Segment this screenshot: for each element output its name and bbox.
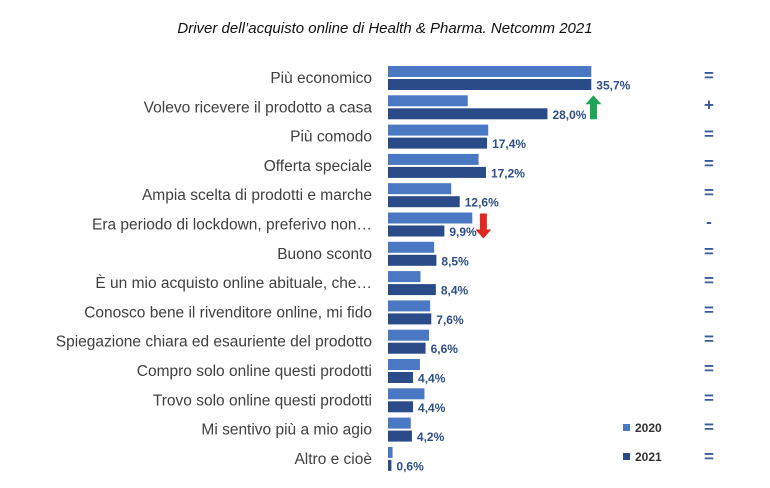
bar-2021 <box>388 225 445 237</box>
value-label-2021: 9,9% <box>449 225 477 239</box>
value-label-2021: 12,6% <box>465 196 499 210</box>
category-label: Spiegazione chiara ed esauriente del pro… <box>56 334 372 351</box>
value-label-2021: 35,7% <box>596 79 630 93</box>
chart-title: Driver dell’acquisto online di Health & … <box>177 20 593 37</box>
bar-2020 <box>388 212 473 224</box>
bar-2020 <box>388 446 393 458</box>
value-label-2021: 4,4% <box>418 401 446 415</box>
category-label: Altro e cioè <box>294 451 372 468</box>
trend-indicator: = <box>704 271 714 290</box>
value-label-2021: 7,6% <box>436 313 464 327</box>
category-label: Offerta speciale <box>264 158 372 175</box>
trend-indicator: = <box>704 125 714 144</box>
bar-2020 <box>388 124 489 136</box>
category-label: Compro solo online questi prodotti <box>137 363 372 380</box>
bar-2020 <box>388 241 435 253</box>
trend-indicator: = <box>704 242 714 261</box>
value-label-2021: 4,2% <box>417 430 445 444</box>
bar-2020 <box>388 183 452 195</box>
bar-2020 <box>388 300 431 312</box>
category-label: Era periodo di lockdown, preferivo non… <box>92 217 372 234</box>
bar-2020 <box>388 271 421 283</box>
category-label: Buono sconto <box>277 246 372 263</box>
trend-indicator: = <box>704 66 714 85</box>
bar-2021 <box>388 372 414 383</box>
bar-2021 <box>388 459 392 471</box>
bar-2021 <box>388 313 432 325</box>
bar-2021 <box>388 430 412 442</box>
category-label: Più economico <box>270 70 372 87</box>
bar-2021 <box>388 401 414 413</box>
legend-swatch-2020 <box>623 424 630 431</box>
trend-indicator: = <box>704 447 714 466</box>
value-label-2021: 17,4% <box>492 137 526 151</box>
trend-indicator: - <box>706 213 712 232</box>
value-label-2021: 4,4% <box>418 372 446 386</box>
value-label-2021: 17,2% <box>491 166 525 180</box>
bar-2021 <box>388 79 592 90</box>
bar-2021 <box>388 342 426 354</box>
bar-2020 <box>388 66 592 77</box>
bar-2020 <box>388 95 468 107</box>
trend-indicator: = <box>704 154 714 173</box>
bar-2021 <box>388 137 488 149</box>
legend-label-2021: 2021 <box>635 450 662 464</box>
trend-indicator: = <box>704 300 714 319</box>
bar-2020 <box>388 329 429 341</box>
category-label: È un mio acquisto online abituale, che… <box>95 275 372 292</box>
category-label: Conosco bene il rivenditore online, mi f… <box>84 304 372 321</box>
value-label-2021: 0,6% <box>396 459 424 473</box>
arrow-up-icon <box>585 95 602 120</box>
bar-2021 <box>388 108 548 120</box>
trend-indicator: = <box>704 359 714 378</box>
value-label-2021: 8,4% <box>441 284 469 298</box>
bar-2020 <box>388 359 420 370</box>
arrow-down-icon <box>475 213 492 239</box>
category-label: Trovo solo online questi prodotti <box>153 392 372 409</box>
trend-indicator: + <box>704 95 714 114</box>
bar-2021 <box>388 196 460 208</box>
trend-indicator: = <box>704 388 714 407</box>
bar-2021 <box>388 284 436 296</box>
value-label-2021: 6,6% <box>431 342 459 356</box>
trend-indicator: = <box>704 330 714 349</box>
category-label: Più comodo <box>290 129 372 146</box>
value-label-2021: 28,0% <box>552 108 586 122</box>
value-label-2021: 8,5% <box>441 254 469 268</box>
bar-2020 <box>388 417 411 429</box>
trend-indicator: = <box>704 418 714 437</box>
legend-swatch-2021 <box>623 453 630 460</box>
bar-2021 <box>388 254 437 266</box>
category-label: Volevo ricevere il prodotto a casa <box>144 99 373 116</box>
legend-label-2020: 2020 <box>635 421 662 435</box>
bar-2021 <box>388 166 486 178</box>
category-label: Mi sentivo più a mio agio <box>201 422 372 439</box>
category-label: Ampia scelta di prodotti e marche <box>142 187 372 204</box>
trend-indicator: = <box>704 183 714 202</box>
bar-2020 <box>388 153 479 165</box>
bar-2020 <box>388 388 425 400</box>
